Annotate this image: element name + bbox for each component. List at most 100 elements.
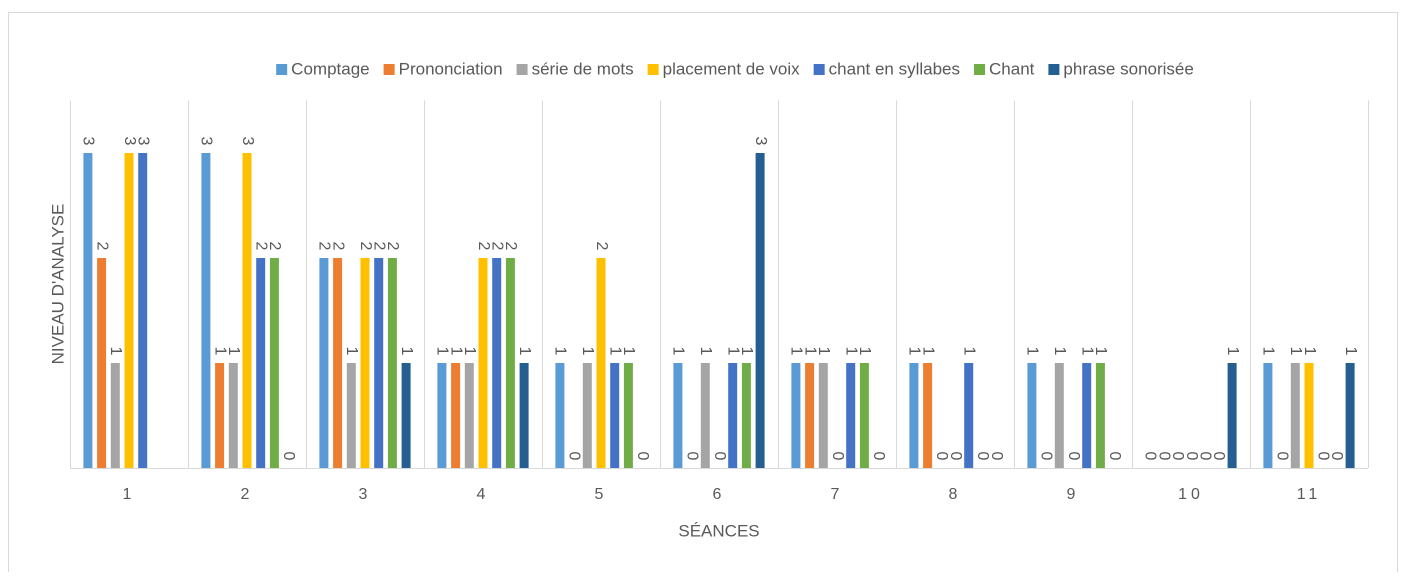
legend-label: phrase sonorisée: [1063, 59, 1193, 78]
legend-swatch: [974, 64, 986, 75]
data-label: 3: [134, 137, 151, 146]
data-label: 1: [434, 347, 451, 356]
legend-swatch: [813, 64, 825, 75]
legend-item: Prononciation: [383, 59, 503, 78]
data-label: 1: [1051, 347, 1068, 356]
data-label: 0: [1210, 452, 1227, 461]
bar: [964, 363, 974, 468]
data-label: 0: [1183, 452, 1200, 461]
data-label: 0: [947, 452, 964, 461]
bar: [1054, 363, 1064, 468]
data-label: 2: [316, 242, 333, 251]
x-tick-label: 7: [831, 486, 844, 503]
bar: [333, 258, 343, 468]
data-label: 0: [829, 452, 846, 461]
bar: [346, 363, 356, 468]
data-label: 2: [593, 242, 610, 251]
bar: [700, 363, 710, 468]
legend-label: placement de voix: [663, 59, 801, 78]
data-label: 2: [475, 242, 492, 251]
data-label: 3: [80, 137, 97, 146]
bar: [124, 153, 134, 468]
bar: [1304, 363, 1314, 468]
data-label: 1: [211, 347, 228, 356]
data-label: 0: [988, 452, 1005, 461]
data-label: 3: [198, 137, 215, 146]
data-label: 0: [1169, 452, 1186, 461]
x-tick-label: 3: [359, 486, 372, 503]
data-label: 0: [1037, 452, 1054, 461]
data-label: 1: [788, 347, 805, 356]
bar: [505, 258, 515, 468]
data-label: 1: [579, 347, 596, 356]
x-tick-label: 9: [1067, 486, 1080, 503]
bar: [673, 363, 683, 468]
data-label: 0: [1314, 452, 1331, 461]
bar: [582, 363, 592, 468]
data-label: 0: [683, 452, 700, 461]
data-label: 0: [933, 452, 950, 461]
legend-item: placement de voix: [647, 59, 801, 78]
data-label: 1: [1287, 347, 1304, 356]
bar: [492, 258, 502, 468]
bar: [1095, 363, 1105, 468]
bar: [1345, 363, 1355, 468]
data-label: 1: [447, 347, 464, 356]
legend-item: Comptage: [276, 59, 370, 78]
bar: [1290, 363, 1300, 468]
data-label: 0: [634, 452, 651, 461]
data-label: 0: [870, 452, 887, 461]
bar: [401, 363, 411, 468]
data-label: 1: [343, 347, 360, 356]
bar: [374, 258, 384, 468]
data-label: 1: [906, 347, 923, 356]
data-label: 0: [280, 452, 297, 461]
data-label: 2: [384, 242, 401, 251]
bar: [228, 363, 238, 468]
data-label: 2: [370, 242, 387, 251]
bar: [138, 153, 148, 468]
bar: [623, 363, 633, 468]
data-label: 1: [516, 347, 533, 356]
x-tick-label: 11: [1297, 486, 1322, 503]
bar: [791, 363, 801, 468]
data-label: 2: [266, 242, 283, 251]
bar: [1227, 363, 1237, 468]
legend-label: Comptage: [291, 59, 369, 78]
bar: [201, 153, 211, 468]
bar: [478, 258, 488, 468]
legend-label: série de mots: [532, 59, 634, 78]
x-tick-label: 8: [949, 486, 962, 503]
bar: [923, 363, 933, 468]
x-tick-label: 2: [241, 486, 254, 503]
data-label: 1: [107, 347, 124, 356]
data-label: 0: [1106, 452, 1123, 461]
data-label: 1: [1092, 347, 1109, 356]
data-label: 3: [121, 137, 138, 146]
data-label: 1: [670, 347, 687, 356]
data-label: 1: [461, 347, 478, 356]
legend-swatch: [1048, 64, 1060, 75]
bar: [818, 363, 828, 468]
legend-swatch: [383, 64, 395, 75]
bar: [387, 258, 397, 468]
data-label: 0: [1065, 452, 1082, 461]
x-tick-label: 5: [595, 486, 608, 503]
bar: [110, 363, 120, 468]
x-tick-label: 6: [713, 486, 726, 503]
data-label: 1: [225, 347, 242, 356]
data-label: 3: [239, 137, 256, 146]
data-label: 1: [724, 347, 741, 356]
data-label: 1: [1260, 347, 1277, 356]
data-label: 1: [552, 347, 569, 356]
legend-label: Chant: [989, 59, 1035, 78]
bar: [755, 153, 765, 468]
data-label: 1: [919, 347, 936, 356]
bar: [319, 258, 329, 468]
data-label: 1: [856, 347, 873, 356]
data-label: 0: [565, 452, 582, 461]
data-label: 1: [960, 347, 977, 356]
data-label: 1: [1024, 347, 1041, 356]
data-label: 0: [1273, 452, 1290, 461]
data-label: 3: [752, 137, 769, 146]
